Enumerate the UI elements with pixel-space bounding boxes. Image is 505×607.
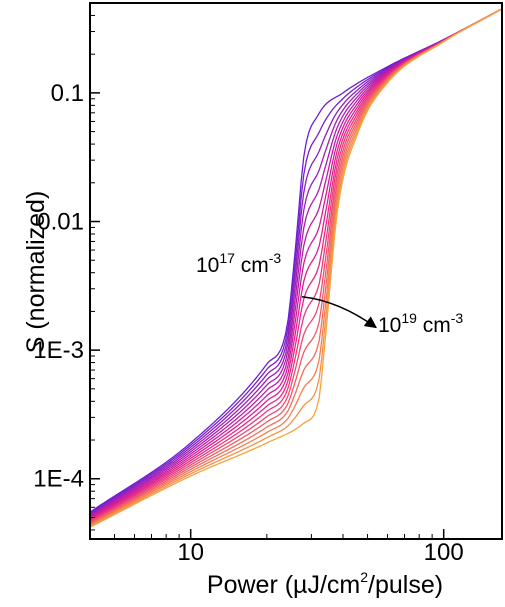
x-tick-label: 10 bbox=[177, 539, 204, 566]
y-axis-title: S (normalized) bbox=[22, 191, 50, 354]
series-line-3 bbox=[89, 8, 503, 515]
y-tick-label: 0.01 bbox=[37, 209, 84, 236]
y-tick-label: 1E-3 bbox=[33, 337, 84, 364]
plot-frame bbox=[89, 2, 503, 540]
y-tick-label: 0.1 bbox=[51, 80, 84, 107]
annotation-start-density: 1017 cm-3 bbox=[196, 250, 281, 277]
series-line-16 bbox=[89, 8, 503, 528]
annotation-end-density: 1019 cm-3 bbox=[378, 310, 463, 337]
axis-layer: 10 100 1E-4 1E-3 0.01 0.1 bbox=[33, 2, 464, 566]
annotation-layer: 1017 cm-3 1019 cm-3 bbox=[196, 250, 463, 337]
x-axis-title: Power (µJ/cm2/pulse) bbox=[207, 569, 443, 599]
y-tick-label: 1E-4 bbox=[33, 466, 84, 493]
series-layer bbox=[89, 8, 503, 528]
density-arrow bbox=[301, 296, 377, 329]
x-tick-label: 100 bbox=[424, 539, 464, 566]
